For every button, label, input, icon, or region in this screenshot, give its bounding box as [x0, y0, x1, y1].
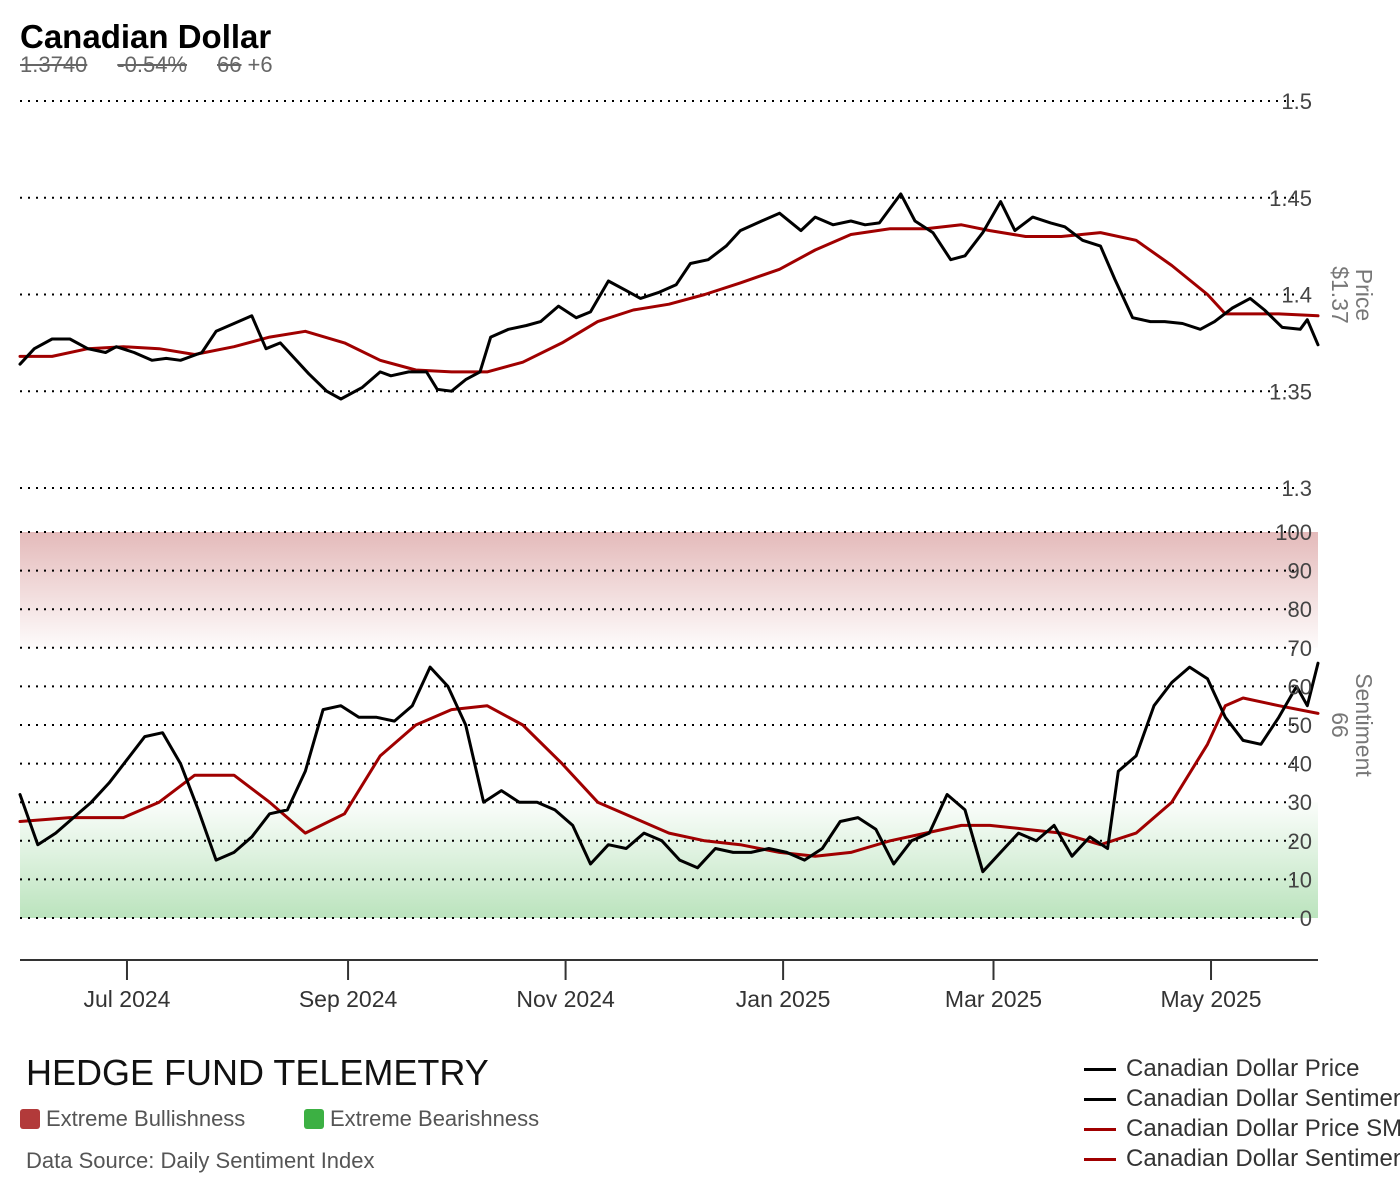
chart-title: Canadian Dollar: [20, 18, 272, 55]
brand-name: HEDGE FUND TELEMETRY: [26, 1052, 489, 1093]
legend-label: Canadian Dollar Price: [1126, 1055, 1360, 1082]
price-axis-label-title: Price: [1351, 269, 1377, 321]
sentiment-zone: [20, 802, 1318, 918]
x-tick-label: May 2025: [1161, 986, 1262, 1012]
sentiment-tick-label: 0: [1300, 906, 1312, 931]
sentiment-tick-label: 10: [1288, 867, 1312, 892]
sentiment-zone: [20, 532, 1318, 648]
legend-item: Canadian Dollar Price SMA: [1084, 1114, 1400, 1144]
sentiment-axis-label-value: 66: [1327, 712, 1353, 738]
bull-zone-key: Extreme Bullishness: [20, 1106, 245, 1132]
sentiment-tick-label: 70: [1288, 636, 1312, 661]
sentiment-axis-label-title: Sentiment: [1351, 673, 1377, 777]
sentiment-tick-label: 20: [1288, 829, 1312, 854]
current-sentiment: 66: [217, 52, 242, 77]
legend-swatch: [1084, 1097, 1116, 1101]
price-tick-label: 1.45: [1269, 186, 1312, 211]
legend-label: Canadian Dollar Sentiment SMA: [1126, 1145, 1400, 1172]
legend-label: Canadian Dollar Price SMA: [1126, 1115, 1400, 1142]
x-tick-label: Jan 2025: [736, 986, 831, 1012]
legend-item: Canadian Dollar Sentiment: [1084, 1084, 1400, 1114]
legend-label: Canadian Dollar Sentiment: [1126, 1085, 1400, 1112]
price-sma-line: [18, 223, 1320, 374]
sentiment-sma-line: [18, 696, 1320, 858]
price-change: -0.54%: [117, 52, 188, 77]
sentiment-tick-label: 90: [1288, 559, 1312, 584]
legend-item: Canadian Dollar Sentiment SMA: [1084, 1144, 1400, 1174]
x-tick-label: Sep 2024: [299, 986, 398, 1012]
price-axis-label-value: $1.37: [1327, 266, 1353, 324]
bear-zone-label: Extreme Bearishness: [330, 1106, 540, 1131]
sentiment-tick-label: 30: [1288, 790, 1312, 815]
legend-swatch: [1084, 1157, 1116, 1161]
price-axis-label: Price$1.37: [1327, 266, 1377, 324]
price-tick-label: 1.35: [1269, 379, 1312, 404]
sentiment-line: [18, 661, 1320, 874]
bull-swatch: [20, 1109, 40, 1129]
x-tick-label: Nov 2024: [516, 986, 615, 1012]
x-tick-label: Jul 2024: [83, 986, 170, 1012]
bear-zone-key: Extreme Bearishness: [304, 1106, 539, 1132]
price-line: [18, 192, 1320, 401]
legend-swatch: [1084, 1127, 1116, 1131]
legend-swatch: [1084, 1067, 1116, 1071]
bull-zone-label: Extreme Bullishness: [46, 1106, 246, 1131]
sentiment-tick-label: 50: [1288, 713, 1312, 738]
sentiment-tick-label: 80: [1288, 597, 1312, 622]
sentiment-tick-label: 40: [1288, 752, 1312, 777]
price-tick-label: 1.3: [1281, 476, 1312, 501]
bear-swatch: [304, 1109, 324, 1129]
chart-svg: Jul 2024 Sep 2024 Nov 2024 Jan 2025 Mar 2025…: [18, 89, 1377, 1012]
x-tick-label: Mar 2025: [945, 986, 1042, 1012]
sentiment-tick-label: 60: [1288, 674, 1312, 699]
data-source: Data Source: Daily Sentiment Index: [26, 1148, 375, 1173]
header-stats: 1.3740 -0.54% 66 +6: [20, 52, 273, 78]
price-tick-label: 1.5: [1281, 89, 1312, 114]
legend-item: Canadian Dollar Price: [1084, 1054, 1400, 1084]
sentiment-tick-label: 100: [1275, 520, 1312, 545]
price-tick-label: 1.4: [1281, 283, 1312, 308]
series-legend: Canadian Dollar Price Canadian Dollar Se…: [1084, 1054, 1400, 1174]
current-price: 1.3740: [20, 52, 88, 77]
sentiment-change: +6: [247, 52, 273, 77]
